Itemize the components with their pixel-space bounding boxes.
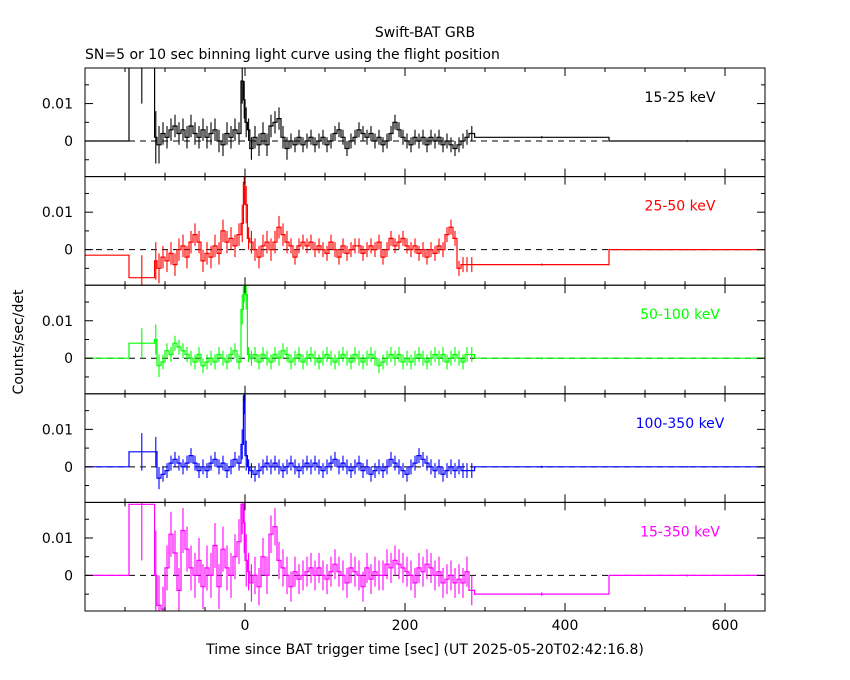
panel-3: 0 0.01 100-350 keV — [42, 393, 766, 503]
panel-frame — [84, 176, 766, 286]
y-tick-label: 0 — [64, 243, 73, 259]
panel-4: 0 0.01 15-350 keV — [42, 501, 766, 612]
panels: 0 0.01 15-25 keV 0 0.01 25-50 keV 0 0.01 50-100 … — [42, 67, 766, 634]
series-15-350-keV — [85, 502, 765, 611]
series-100-350-keV — [85, 393, 765, 490]
panel-frame — [84, 67, 766, 178]
legend-label: 15-350 keV — [640, 524, 720, 540]
panel-0: 0 0.01 15-25 keV — [42, 67, 766, 178]
panel-2: 0 0.01 50-100 keV — [42, 284, 766, 395]
x-tick-label: 200 — [392, 618, 419, 634]
y-axis-label: Counts/sec/det — [11, 289, 27, 394]
y-tick-label: 0 — [64, 568, 73, 584]
chart-subtitle: SN=5 or 10 sec binning light curve using… — [85, 47, 500, 63]
y-tick-label: 0.01 — [42, 314, 73, 330]
series-25-50-keV — [85, 176, 765, 286]
legend-label: 50-100 keV — [640, 307, 720, 323]
y-tick-label: 0.01 — [42, 422, 73, 438]
y-tick-label: 0.01 — [42, 97, 73, 113]
y-tick-label: 0 — [64, 351, 73, 367]
x-axis-label: Time since BAT trigger time [sec] (UT 20… — [205, 642, 644, 658]
y-tick-label: 0 — [64, 460, 73, 476]
panel-1: 0 0.01 25-50 keV — [42, 176, 766, 286]
x-tick-label: 600 — [712, 618, 739, 634]
step-line — [85, 181, 765, 279]
series-15-25-keV — [85, 68, 765, 164]
x-tick-label: 400 — [552, 618, 579, 634]
legend-label: 15-25 keV — [645, 90, 716, 106]
panel-frame — [84, 284, 766, 395]
panel-frame — [84, 393, 766, 503]
chart-title: Swift-BAT GRB — [375, 25, 475, 41]
y-tick-label: 0.01 — [42, 531, 73, 547]
legend-label: 25-50 keV — [645, 199, 716, 215]
y-tick-label: 0 — [64, 134, 73, 150]
x-tick-label: 0 — [241, 618, 250, 634]
legend-label: 100-350 keV — [636, 416, 725, 432]
series-50-100-keV — [85, 285, 765, 377]
step-line — [85, 503, 765, 610]
y-tick-label: 0.01 — [42, 205, 73, 221]
